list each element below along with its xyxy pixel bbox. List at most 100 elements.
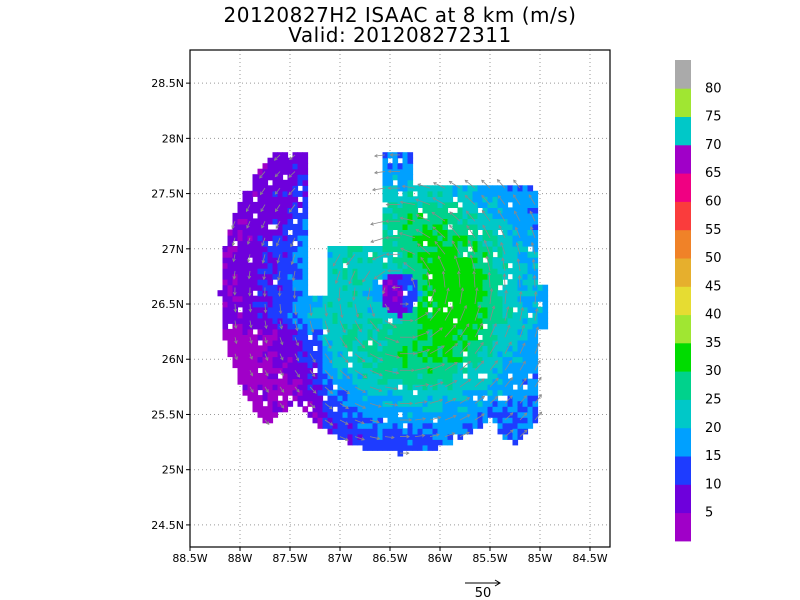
wind-vector-head — [517, 274, 522, 279]
wind-speed-cell — [387, 290, 394, 297]
wind-speed-cell — [327, 422, 334, 429]
wind-speed-cell — [467, 290, 474, 297]
wind-speed-cell — [427, 323, 434, 330]
wind-speed-cell — [312, 317, 319, 324]
wind-speed-cell — [492, 345, 499, 352]
wind-speed-cell — [352, 356, 359, 363]
wind-speed-cell — [272, 268, 279, 275]
wind-vector-head — [483, 239, 488, 244]
wind-speed-cell — [317, 400, 324, 407]
wind-speed-cell — [287, 295, 294, 302]
wind-speed-cell — [397, 163, 404, 170]
wind-speed-cell — [332, 351, 339, 358]
wind-speed-cell — [412, 246, 419, 253]
wind-speed-cell — [502, 223, 509, 230]
wind-speed-cell — [267, 339, 274, 346]
wind-speed-cell — [482, 367, 489, 374]
wind-vector-head — [232, 258, 236, 263]
wind-speed-cell — [437, 439, 444, 446]
wind-speed-cell — [272, 301, 279, 308]
wind-speed-cell — [397, 395, 404, 402]
wind-speed-cell — [497, 345, 504, 352]
y-tick-label: 25.5N — [151, 408, 184, 421]
wind-speed-cell — [277, 223, 284, 230]
wind-speed-cell — [507, 212, 514, 219]
wind-speed-cell — [452, 218, 459, 225]
wind-speed-cell — [412, 201, 419, 208]
x-tick-label: 88.5W — [172, 552, 207, 565]
wind-speed-cell — [502, 246, 509, 253]
wind-speed-cell — [492, 351, 499, 358]
wind-speed-cell — [317, 301, 324, 308]
wind-speed-cell — [422, 190, 429, 197]
wind-speed-cell — [532, 323, 539, 330]
wind-vector-head — [332, 262, 337, 267]
wind-speed-cell — [537, 284, 544, 291]
wind-vector — [519, 412, 527, 421]
wind-speed-cell — [407, 246, 414, 253]
wind-speed-cell — [352, 306, 359, 313]
wind-speed-cell — [332, 290, 339, 297]
wind-vector — [504, 341, 512, 354]
wind-vector-head — [529, 210, 533, 215]
wind-speed-cell — [242, 384, 249, 391]
wind-speed-cell — [257, 240, 264, 247]
wind-speed-cell — [357, 279, 364, 286]
wind-speed-cell — [302, 179, 309, 186]
wind-speed-cell — [317, 317, 324, 324]
colorbar-swatch — [675, 342, 691, 372]
wind-vector-head — [450, 305, 454, 310]
wind-speed-cell — [472, 339, 479, 346]
wind-vector-head — [247, 258, 251, 263]
wind-speed-cell — [432, 185, 439, 192]
wind-speed-cell — [282, 168, 289, 175]
wind-speed-cell — [392, 317, 399, 324]
wind-vector — [370, 220, 386, 225]
wind-speed-cell — [462, 389, 469, 396]
wind-speed-cell — [227, 251, 234, 258]
wind-speed-cell — [237, 229, 244, 236]
wind-speed-cell — [327, 279, 334, 286]
wind-speed-cell — [402, 262, 409, 269]
wind-speed-cell — [262, 345, 269, 352]
wind-speed-cell — [527, 223, 534, 230]
wind-speed-cell — [307, 356, 314, 363]
wind-speed-cell — [497, 196, 504, 203]
wind-vector — [362, 270, 371, 283]
wind-vector-head — [296, 388, 300, 393]
wind-speed-cell — [372, 356, 379, 363]
wind-vector — [519, 291, 522, 305]
wind-speed-cell — [327, 301, 334, 308]
wind-speed-cell — [417, 218, 424, 225]
wind-speed-cell — [357, 395, 364, 402]
wind-speed-cell — [327, 295, 334, 302]
wind-speed-cell — [402, 246, 409, 253]
wind-speed-cell — [432, 406, 439, 413]
wind-speed-cell — [242, 373, 249, 380]
wind-speed-cell — [302, 246, 309, 253]
wind-speed-cell — [487, 268, 494, 275]
wind-vector-head — [520, 306, 524, 311]
y-tick-label: 24.5N — [151, 519, 184, 532]
wind-vector — [339, 419, 349, 425]
wind-speed-cell — [227, 351, 234, 358]
wind-speed-cell — [407, 201, 414, 208]
wind-speed-cell — [242, 290, 249, 297]
wind-speed-cell — [247, 378, 254, 385]
wind-vector-head — [432, 197, 436, 201]
wind-vector-head — [528, 194, 532, 198]
wind-speed-cell — [442, 295, 449, 302]
wind-speed-cell — [502, 389, 509, 396]
wind-vector — [324, 386, 333, 394]
wind-vector — [275, 204, 281, 212]
wind-speed-cell — [397, 284, 404, 291]
wind-speed-cell — [477, 251, 484, 258]
wind-speed-cell — [332, 356, 339, 363]
wind-speed-cell — [482, 201, 489, 208]
wind-speed-cell — [487, 356, 494, 363]
wind-speed-cell — [357, 268, 364, 275]
wind-vector-head — [480, 360, 485, 365]
wind-speed-cell — [442, 411, 449, 418]
wind-speed-cell — [382, 428, 389, 435]
wind-speed-cell — [382, 378, 389, 385]
